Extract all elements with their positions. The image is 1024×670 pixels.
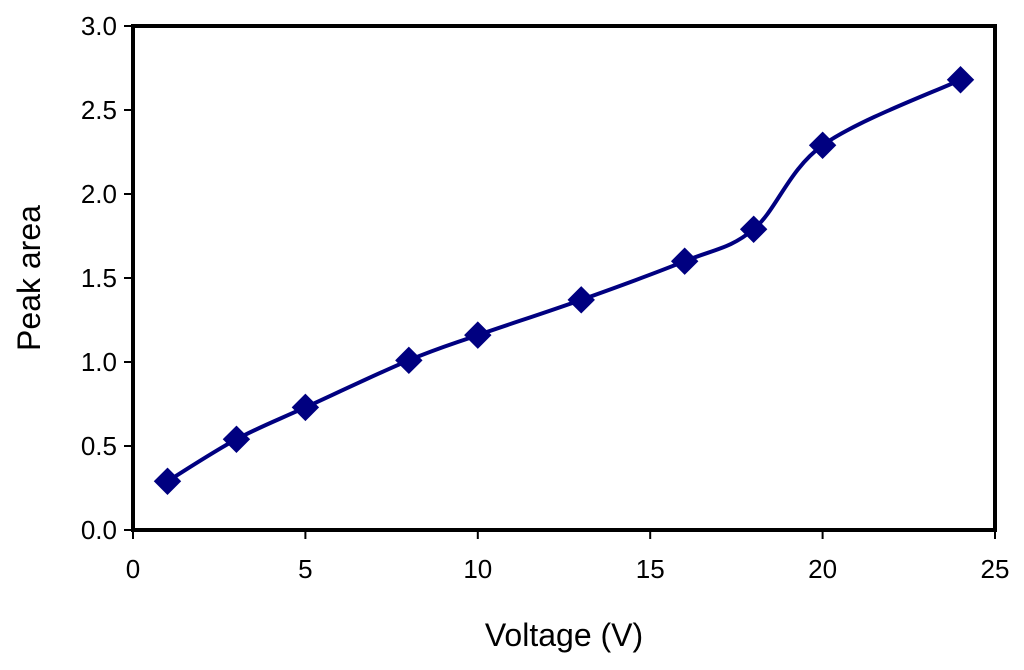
plot-frame xyxy=(131,24,997,532)
y-tick-label: 1.0 xyxy=(81,347,117,377)
series-markers xyxy=(153,66,975,495)
x-tick-label: 5 xyxy=(298,554,312,584)
x-tick-label: 20 xyxy=(808,554,837,584)
x-tick-label: 15 xyxy=(636,554,665,584)
y-tick-label: 0.0 xyxy=(81,515,117,545)
data-point-diamond xyxy=(395,346,423,375)
y-axis-title: Peak area xyxy=(11,205,47,351)
x-tick-label: 0 xyxy=(126,554,140,584)
data-point-diamond xyxy=(946,66,975,94)
data-point-diamond xyxy=(464,321,492,349)
data-point-diamond xyxy=(153,467,182,495)
data-point-diamond xyxy=(567,286,595,314)
y-tick-label: 3.0 xyxy=(81,11,117,41)
data-point-diamond xyxy=(291,393,320,422)
y-tick-label: 2.0 xyxy=(81,179,117,209)
series-line xyxy=(165,77,963,484)
y-tick-label: 2.5 xyxy=(81,95,117,125)
data-point-diamond xyxy=(670,247,699,275)
x-tick-label: 10 xyxy=(463,554,492,584)
data-point-diamond xyxy=(222,425,251,453)
y-tick-label: 0.5 xyxy=(81,431,117,461)
x-axis: 0 5 10 15 20 25 xyxy=(126,530,1010,584)
data-point-diamond xyxy=(739,215,768,243)
data-point-diamond xyxy=(808,131,837,159)
y-tick-label: 1.5 xyxy=(81,263,117,293)
x-axis-title: Voltage (V) xyxy=(485,617,643,653)
x-tick-label: 25 xyxy=(981,554,1010,584)
y-axis: 0.0 0.5 1.0 1.5 2.0 2.5 3.0 xyxy=(81,11,133,545)
